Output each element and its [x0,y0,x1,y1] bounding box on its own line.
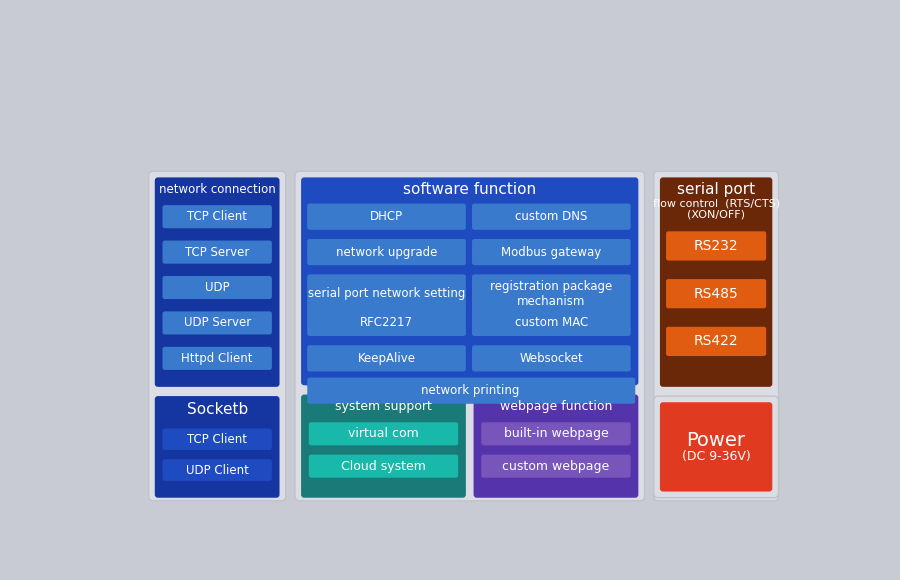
FancyBboxPatch shape [472,274,631,313]
Text: virtual com: virtual com [348,427,418,440]
FancyBboxPatch shape [660,403,772,492]
Text: software function: software function [403,182,536,197]
FancyBboxPatch shape [302,177,638,385]
FancyBboxPatch shape [472,204,631,230]
FancyBboxPatch shape [482,455,631,478]
FancyBboxPatch shape [163,205,272,228]
Text: custom MAC: custom MAC [515,317,588,329]
FancyBboxPatch shape [482,422,631,445]
Text: system support: system support [335,400,432,414]
Text: Socketb: Socketb [186,403,248,418]
Text: Cloud system: Cloud system [341,459,426,473]
FancyBboxPatch shape [295,171,644,501]
Text: KeepAlive: KeepAlive [357,352,416,365]
FancyBboxPatch shape [307,239,466,265]
Text: RFC2217: RFC2217 [360,317,413,329]
Text: network printing: network printing [420,384,519,397]
FancyBboxPatch shape [666,327,766,356]
Text: UDP Server: UDP Server [184,317,251,329]
Text: Websocket: Websocket [519,352,583,365]
Text: Modbus gateway: Modbus gateway [501,245,601,259]
Text: network connection: network connection [158,183,275,196]
FancyBboxPatch shape [307,274,466,313]
FancyBboxPatch shape [307,378,635,404]
FancyBboxPatch shape [148,171,285,501]
FancyBboxPatch shape [307,204,466,230]
FancyBboxPatch shape [473,394,638,498]
FancyBboxPatch shape [472,345,631,371]
Text: built-in webpage: built-in webpage [504,427,608,440]
Text: flow control  (RTS/CTS): flow control (RTS/CTS) [652,198,779,209]
Text: registration package
mechanism: registration package mechanism [491,280,613,307]
Text: TCP Server: TCP Server [185,245,249,259]
Text: custom webpage: custom webpage [502,459,609,473]
Text: custom DNS: custom DNS [515,210,588,223]
FancyBboxPatch shape [163,459,272,481]
FancyBboxPatch shape [660,177,772,387]
Text: TCP Client: TCP Client [187,210,248,223]
FancyBboxPatch shape [155,177,280,387]
FancyBboxPatch shape [307,345,466,371]
FancyBboxPatch shape [302,394,466,498]
Text: RS232: RS232 [694,239,738,253]
FancyBboxPatch shape [653,171,778,501]
FancyBboxPatch shape [155,396,280,498]
FancyBboxPatch shape [307,310,466,336]
Text: network upgrade: network upgrade [336,245,437,259]
FancyBboxPatch shape [653,396,778,498]
FancyBboxPatch shape [163,311,272,335]
Text: serial port: serial port [677,182,755,197]
FancyBboxPatch shape [163,276,272,299]
Text: Httpd Client: Httpd Client [182,352,253,365]
FancyBboxPatch shape [666,279,766,309]
FancyBboxPatch shape [163,347,272,370]
Text: TCP Client: TCP Client [187,433,248,445]
FancyBboxPatch shape [163,241,272,264]
FancyBboxPatch shape [309,455,458,478]
Text: UDP: UDP [205,281,230,294]
Text: serial port network setting: serial port network setting [308,287,465,300]
FancyBboxPatch shape [309,422,458,445]
FancyBboxPatch shape [472,310,631,336]
Text: Power: Power [687,432,745,450]
Text: webpage function: webpage function [500,400,612,414]
Text: (XON/OFF): (XON/OFF) [687,209,745,219]
Text: RS422: RS422 [694,335,738,349]
FancyBboxPatch shape [163,429,272,450]
FancyBboxPatch shape [666,231,766,260]
Text: RS485: RS485 [694,287,739,300]
Text: DHCP: DHCP [370,210,403,223]
FancyBboxPatch shape [472,239,631,265]
Text: UDP Client: UDP Client [185,463,248,477]
Text: (DC 9-36V): (DC 9-36V) [681,450,751,463]
